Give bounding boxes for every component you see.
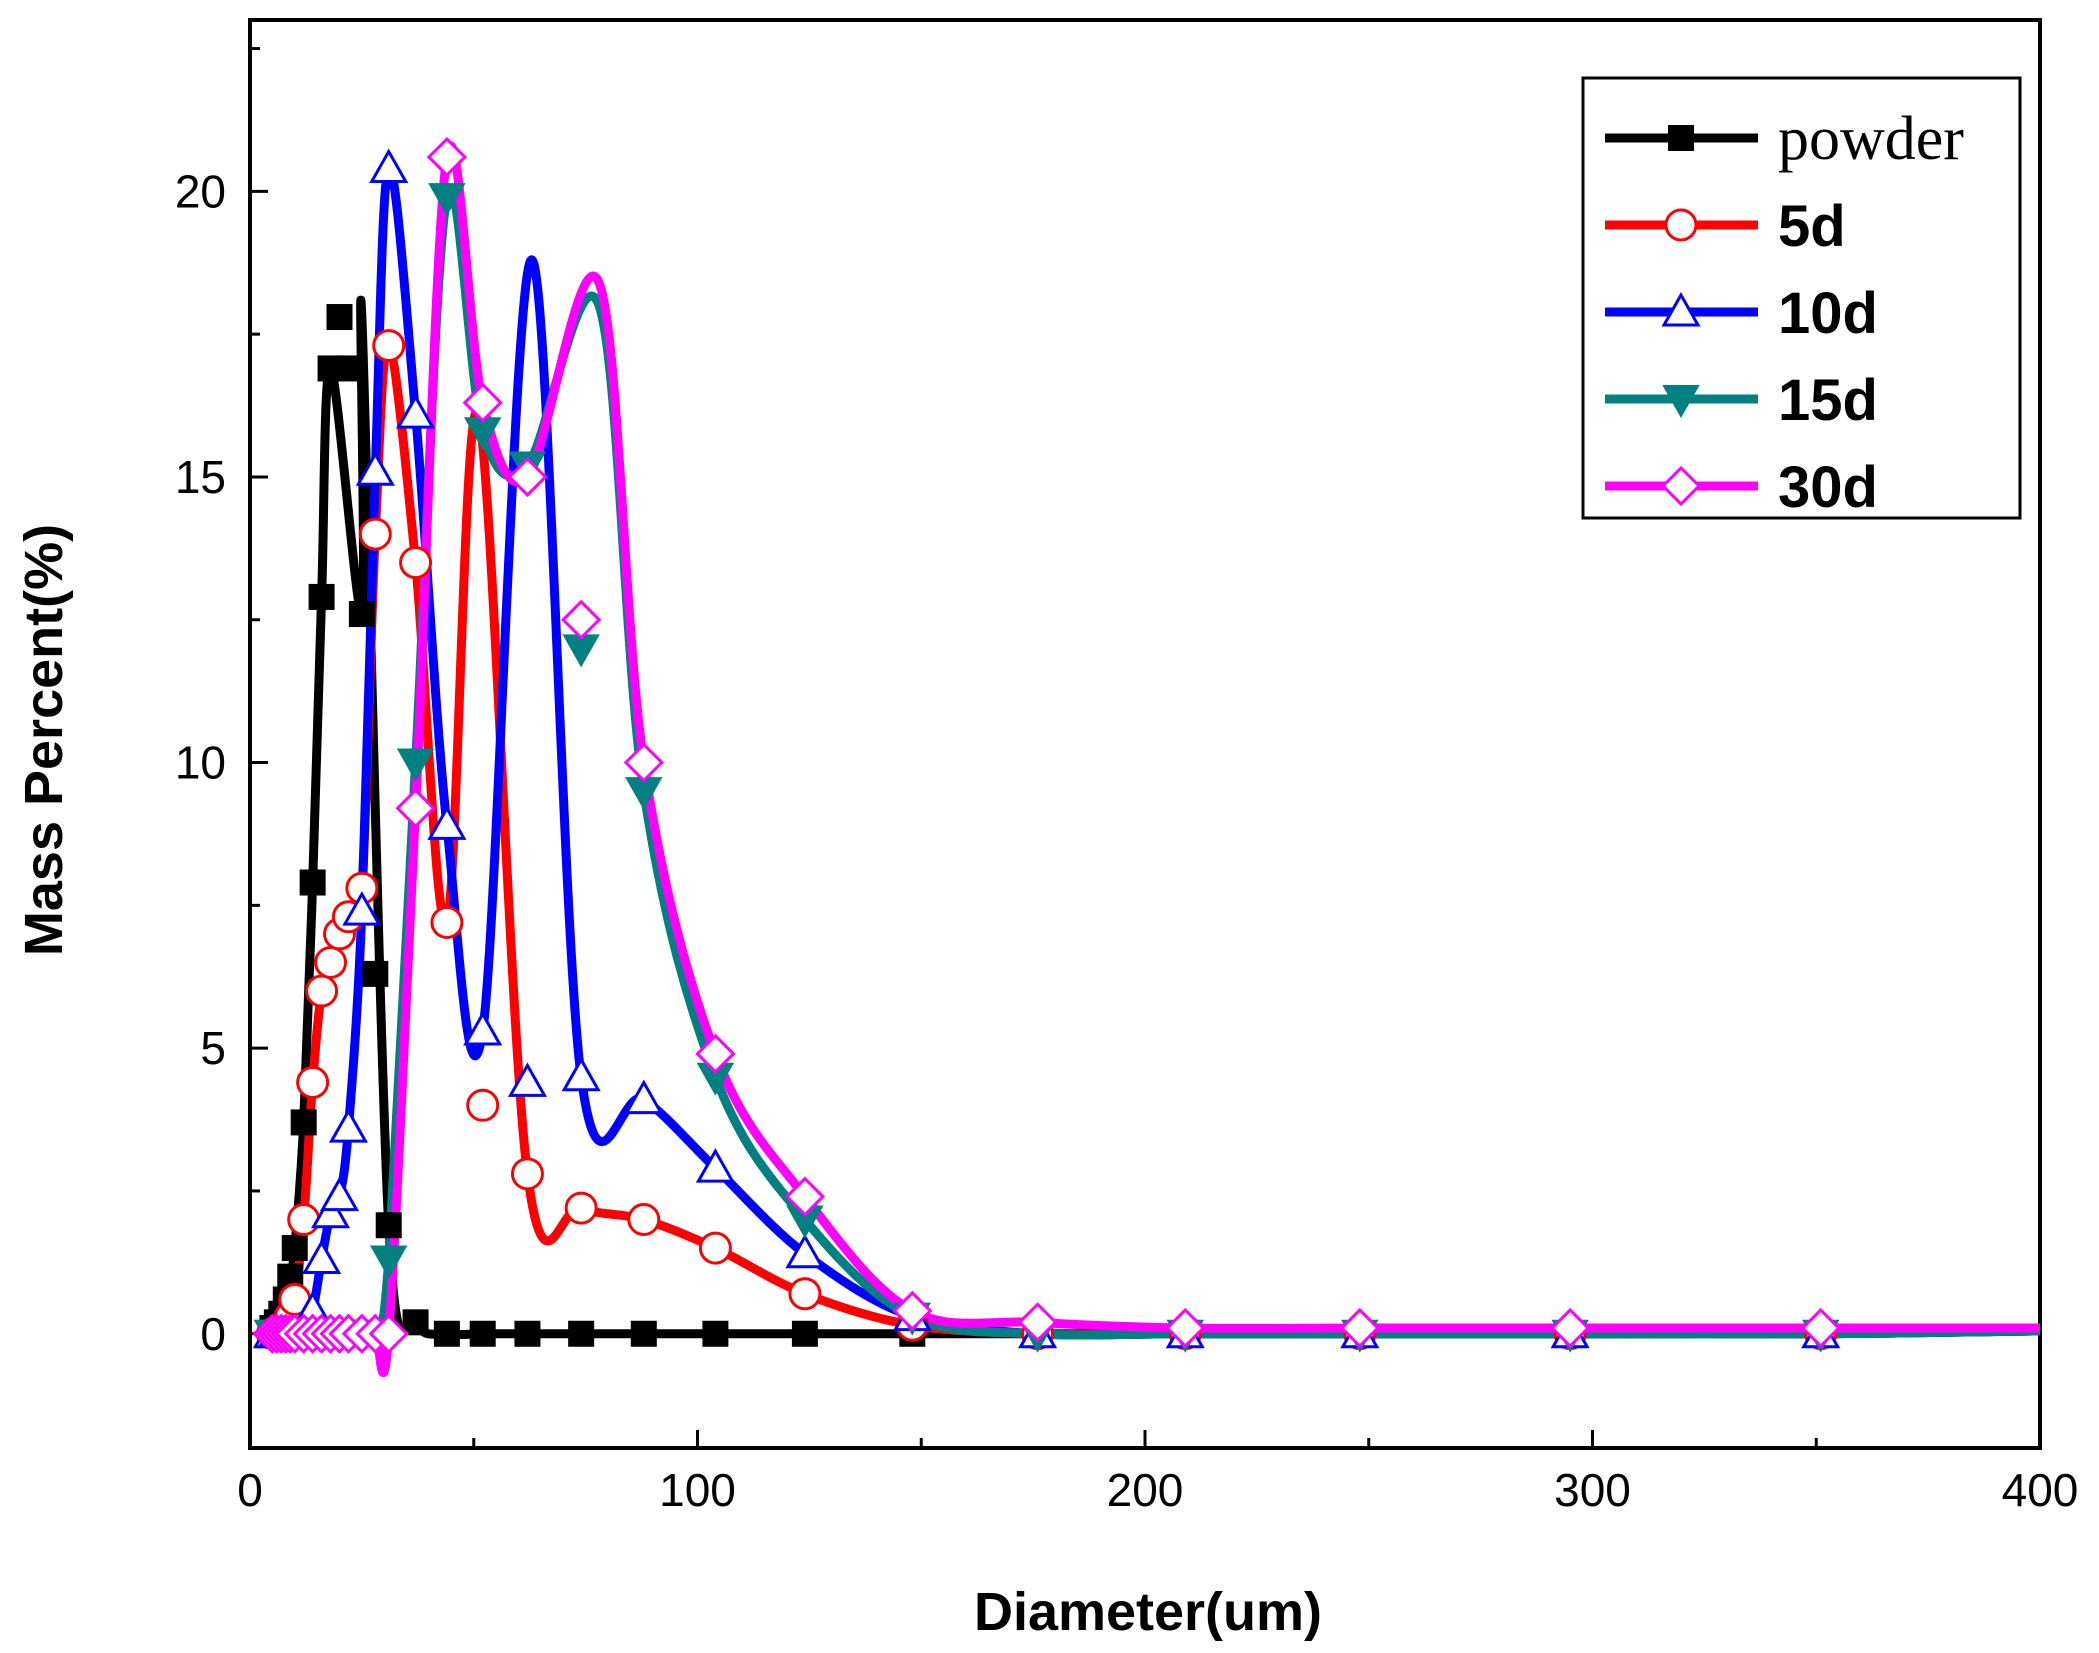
data-point-10d (396, 394, 436, 429)
legend: powder 5d 10d 15d 30d (1581, 76, 2022, 520)
x-tick-label: 200 (1107, 1464, 1184, 1516)
data-point-30d (426, 136, 468, 178)
data-point-10d (507, 1062, 548, 1097)
legend-marker-15d (1662, 385, 1700, 419)
data-point-30d (695, 1033, 736, 1074)
data-point-30d (1800, 1307, 1841, 1349)
data-point-5d (627, 1203, 661, 1237)
data-point-30d (784, 1176, 826, 1217)
y-tick-label: 15 (175, 451, 226, 503)
data-point-powder (348, 601, 375, 628)
legend-label-15d: 15d (1778, 368, 1878, 433)
data-point-5d (510, 1157, 544, 1191)
data-point-10d (369, 148, 409, 184)
data-point-10d (355, 451, 395, 486)
x-tick-label: 400 (2002, 1464, 2079, 1516)
legend-label-powder: powder (1778, 105, 1964, 173)
data-point-powder (299, 869, 326, 896)
data-point-10d (785, 1233, 825, 1269)
data-point-30d (1339, 1307, 1380, 1349)
data-point-5d (466, 1088, 500, 1122)
data-point-5d (372, 329, 406, 363)
data-point-powder (290, 1109, 317, 1136)
data-point-30d (623, 742, 664, 783)
data-point-5d (788, 1277, 822, 1311)
data-point-10d (319, 1176, 360, 1212)
data-point-10d (310, 1193, 351, 1229)
data-point-30d (1550, 1307, 1591, 1349)
data-point-30d (1165, 1307, 1206, 1349)
x-tick-label: 0 (237, 1464, 263, 1516)
data-point-30d (1017, 1302, 1058, 1343)
legend-label-10d: 10d (1778, 281, 1878, 346)
legend-label-30d: 30d (1778, 455, 1878, 520)
data-point-30d (561, 599, 602, 640)
x-axis-title: Diameter(um) (974, 1582, 1322, 1642)
data-point-10d (342, 891, 382, 926)
data-point-30d (507, 456, 548, 498)
data-point-5d (296, 1065, 330, 1099)
data-point-10d (624, 1079, 664, 1115)
data-point-15d (396, 748, 435, 782)
data-point-powder (375, 1212, 402, 1239)
data-point-powder (281, 1235, 308, 1262)
data-point-powder (514, 1320, 541, 1347)
legend-marker-powder (1668, 125, 1694, 151)
data-point-10d (302, 1239, 342, 1275)
axis-tick-labels: 0 100 200 300 400 0 5 10 15 20 (175, 165, 2079, 1516)
data-point-powder (433, 1320, 460, 1347)
data-point-10d (427, 805, 467, 840)
x-tick-label: 100 (659, 1464, 736, 1516)
data-point-30d (892, 1290, 933, 1332)
legend-box (1581, 76, 2022, 520)
legend-marker-30d (1660, 465, 1702, 507)
data-point-5d (314, 945, 348, 979)
data-point-10d (561, 1056, 601, 1092)
series-markers (252, 136, 1841, 1354)
data-point-powder (308, 583, 335, 610)
data-point-powder (326, 304, 353, 331)
data-point-15d (428, 183, 466, 217)
data-point-5d (287, 1203, 321, 1237)
data-point-5d (358, 517, 392, 551)
y-tick-label: 20 (175, 165, 226, 217)
y-tick-label: 5 (200, 1022, 226, 1074)
data-point-30d (462, 382, 503, 423)
legend-marker-10d (1661, 291, 1701, 327)
data-point-powder (335, 355, 362, 382)
y-tick-label: 10 (175, 737, 226, 789)
legend-label-5d: 5d (1778, 194, 1846, 259)
data-point-powder (630, 1320, 657, 1347)
data-point-30d (368, 1313, 409, 1354)
data-point-powder (568, 1320, 595, 1347)
data-point-10d (328, 1108, 369, 1143)
data-point-powder (469, 1320, 496, 1347)
data-point-powder (702, 1320, 729, 1347)
data-point-powder (791, 1320, 818, 1347)
y-tick-label: 0 (200, 1308, 226, 1360)
data-point-powder (362, 960, 389, 987)
data-point-10d (695, 1148, 735, 1183)
x-tick-label: 300 (1554, 1464, 1631, 1516)
legend-marker-5d (1664, 208, 1698, 242)
data-point-5d (305, 974, 339, 1008)
data-point-5d (698, 1231, 732, 1265)
data-point-10d (463, 1010, 503, 1046)
data-point-5d (564, 1191, 598, 1225)
data-point-15d (370, 1245, 408, 1279)
data-point-5d (399, 546, 433, 580)
data-point-5d (430, 905, 464, 939)
data-point-powder (402, 1309, 429, 1336)
data-point-30d (395, 788, 436, 829)
y-axis-title: Mass Percent(%) (14, 524, 74, 956)
